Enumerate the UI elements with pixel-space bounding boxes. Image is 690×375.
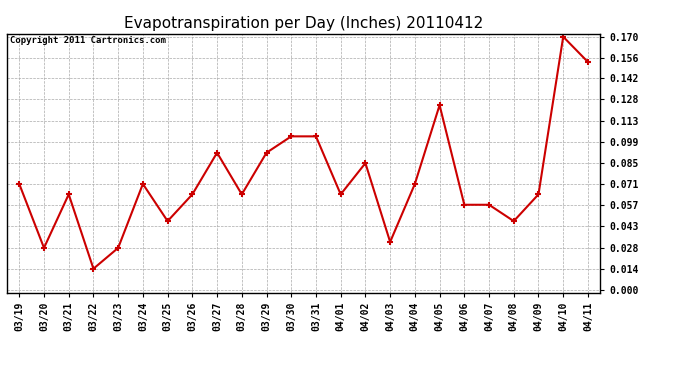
Title: Evapotranspiration per Day (Inches) 20110412: Evapotranspiration per Day (Inches) 2011…	[124, 16, 483, 31]
Text: Copyright 2011 Cartronics.com: Copyright 2011 Cartronics.com	[10, 36, 166, 45]
